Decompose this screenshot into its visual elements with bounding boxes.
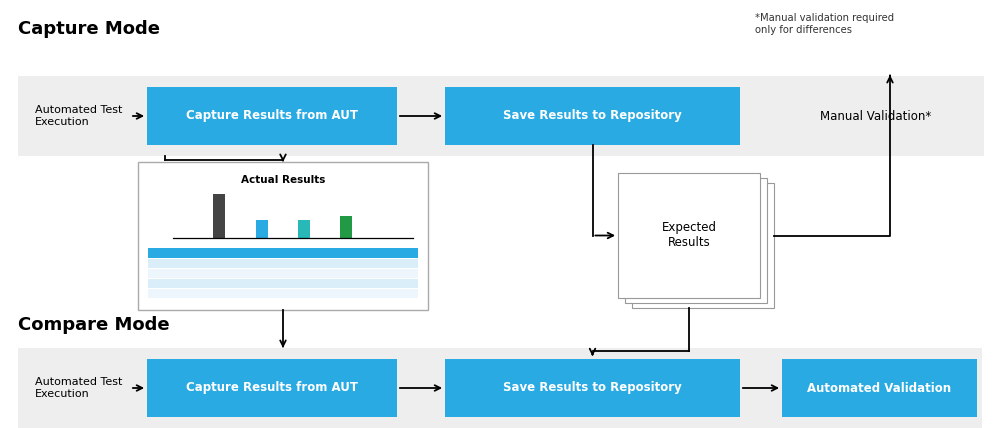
Bar [340, 216, 352, 238]
Text: *Manual validation required
only for differences: *Manual validation required only for dif… [755, 13, 894, 35]
Bar [147, 359, 397, 417]
Bar [18, 348, 982, 428]
Bar [148, 248, 418, 258]
Text: Save Results to Repository: Save Results to Repository [503, 110, 682, 122]
Bar [776, 76, 984, 156]
Bar [298, 220, 310, 238]
Bar [148, 269, 418, 278]
Bar [782, 359, 977, 417]
Text: Automated Test
Execution: Automated Test Execution [35, 377, 122, 399]
Bar [147, 87, 397, 145]
Text: Actual Results: Actual Results [241, 175, 325, 185]
Text: Compare Mode: Compare Mode [18, 316, 170, 334]
Bar [618, 173, 760, 298]
Bar [148, 279, 418, 288]
Bar [625, 178, 767, 303]
Text: Capture Mode: Capture Mode [18, 20, 160, 38]
Bar [148, 289, 418, 298]
Text: Capture Results from AUT: Capture Results from AUT [186, 381, 358, 395]
Bar [148, 259, 418, 268]
Text: Expected
Results: Expected Results [662, 222, 716, 250]
Text: Automated Test
Execution: Automated Test Execution [35, 105, 122, 127]
Bar [632, 183, 774, 308]
Bar [213, 194, 225, 238]
Bar [18, 76, 776, 156]
Bar [256, 220, 268, 238]
Text: Manual Validation*: Manual Validation* [820, 110, 931, 122]
Text: Save Results to Repository: Save Results to Repository [503, 381, 682, 395]
Text: Automated Validation: Automated Validation [807, 381, 952, 395]
Bar [445, 359, 740, 417]
Text: Capture Results from AUT: Capture Results from AUT [186, 110, 358, 122]
Bar [445, 87, 740, 145]
Bar [138, 162, 428, 310]
